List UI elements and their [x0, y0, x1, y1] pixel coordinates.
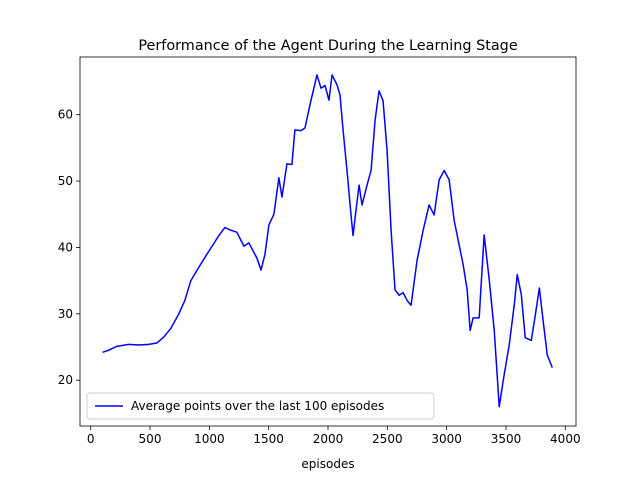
x-tick-label: 3500	[491, 432, 522, 446]
x-tick-label: 0	[87, 432, 95, 446]
legend-label: Average points over the last 100 episode…	[131, 399, 384, 413]
data-line	[102, 74, 553, 408]
legend-box	[86, 392, 435, 420]
x-tick-label: 1500	[253, 432, 284, 446]
y-tick-label: 20	[58, 373, 73, 387]
y-tick-label: 40	[58, 240, 73, 254]
chart-title: Performance of the Agent During the Lear…	[138, 38, 517, 54]
y-tick-label: 50	[58, 174, 73, 188]
x-tick-label: 4000	[550, 432, 581, 446]
x-tick-label: 500	[139, 432, 162, 446]
x-tick-label: 2000	[313, 432, 344, 446]
x-tick-label: 2500	[372, 432, 403, 446]
plot-frame	[79, 56, 577, 427]
x-axis-label: episodes	[301, 457, 354, 471]
legend: Average points over the last 100 episode…	[86, 392, 435, 420]
y-tick-label: 30	[58, 307, 73, 321]
x-tick-label: 3000	[431, 432, 462, 446]
y-tick-label: 60	[58, 108, 73, 122]
x-tick-label: 1000	[194, 432, 225, 446]
